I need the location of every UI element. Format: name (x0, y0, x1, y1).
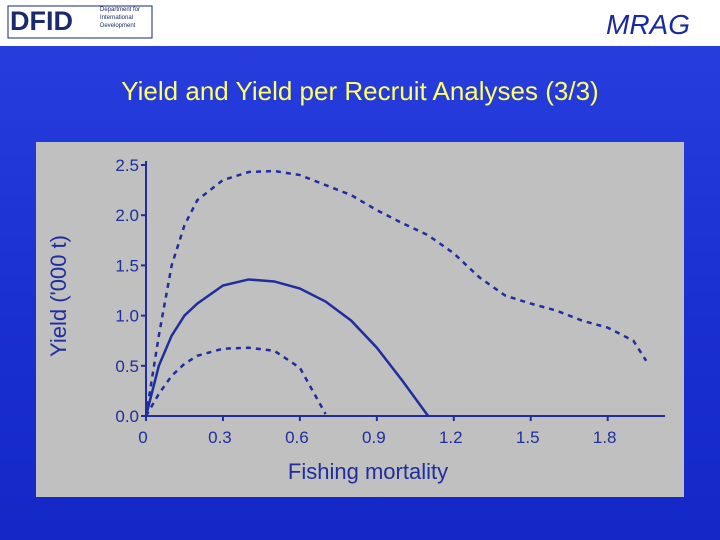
right-logo: MRAG (606, 9, 690, 40)
x-tick-label: 0 (138, 428, 147, 447)
y-tick-label: 2.0 (115, 206, 139, 225)
logo-box (7, 5, 153, 39)
slide-title: Yield and Yield per Recruit Analyses (3/… (121, 76, 598, 106)
left-logo-text: Department for International Development (100, 7, 141, 29)
series-line (144, 346, 327, 417)
y-tick-label: 0.0 (115, 407, 139, 426)
logo-text-box: Department for International Development (100, 7, 141, 29)
y-tick-label: 1.5 (115, 256, 139, 275)
x-axis-label: Fishing mortality (288, 459, 448, 484)
x-tick-label: 0.6 (285, 428, 309, 447)
x-tick-label: 1.2 (439, 428, 463, 447)
left-logo: DFID (10, 6, 73, 36)
y-tick-label: 2.5 (115, 156, 139, 175)
x-tick-label: 0.3 (208, 428, 232, 447)
y-axis-label: Yield ('000 t) (46, 235, 71, 357)
x-tick-label: 1.8 (593, 428, 617, 447)
x-tick-label: 0.9 (362, 428, 386, 447)
y-tick-label: 0.5 (115, 357, 139, 376)
x-tick-label: 1.5 (516, 428, 540, 447)
plot-background (36, 142, 684, 497)
series-line (144, 169, 648, 417)
series-line (144, 278, 430, 417)
y-tick-label: 1.0 (115, 307, 139, 326)
